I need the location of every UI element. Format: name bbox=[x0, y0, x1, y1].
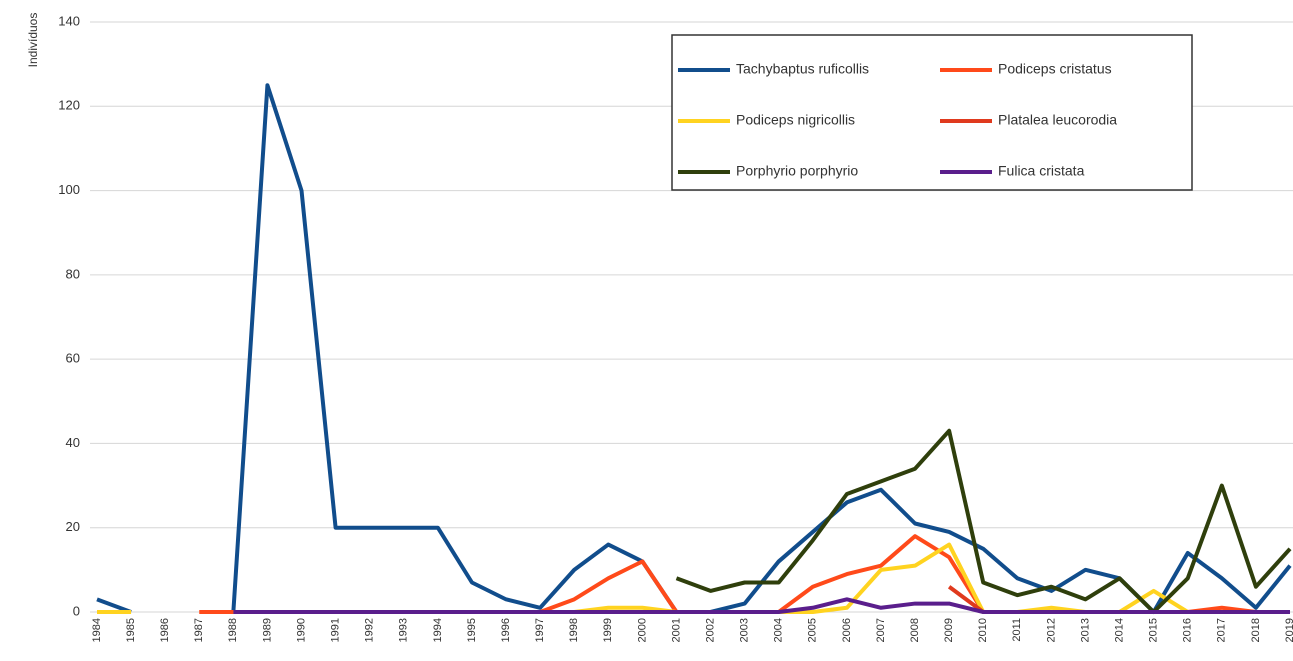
x-tick-label: 2010 bbox=[977, 618, 989, 642]
y-tick-label: 80 bbox=[66, 266, 80, 281]
x-tick-label: 1997 bbox=[534, 618, 546, 642]
x-tick-label: 2007 bbox=[875, 618, 887, 642]
legend-label: Porphyrio porphyrio bbox=[736, 163, 858, 179]
x-tick-label: 2005 bbox=[807, 618, 819, 642]
x-tick-label: 2013 bbox=[1079, 618, 1091, 642]
legend-label: Podiceps nigricollis bbox=[736, 112, 855, 128]
x-tick-label: 1991 bbox=[330, 618, 342, 642]
x-tick-label: 2011 bbox=[1011, 618, 1023, 642]
series-line bbox=[947, 585, 985, 614]
series-line bbox=[97, 542, 1290, 614]
x-tick-label: 1996 bbox=[500, 618, 512, 642]
legend-label: Fulica cristata bbox=[998, 163, 1085, 179]
x-tick-label: 1984 bbox=[91, 618, 103, 642]
x-tick-label: 2009 bbox=[943, 618, 955, 642]
x-tick-label: 1990 bbox=[295, 618, 307, 642]
x-tick-label: 2004 bbox=[773, 618, 785, 642]
x-tick-label: 1999 bbox=[602, 618, 614, 642]
y-tick-label: 60 bbox=[66, 351, 80, 366]
y-tick-label: 20 bbox=[66, 519, 80, 534]
x-tick-label: 2006 bbox=[841, 618, 853, 642]
x-tick-label: 2016 bbox=[1182, 618, 1194, 642]
x-tick-label: 2019 bbox=[1284, 618, 1293, 642]
x-tick-label: 2002 bbox=[704, 618, 716, 642]
x-tick-label: 2017 bbox=[1216, 618, 1228, 642]
x-tick-label: 2003 bbox=[739, 618, 751, 642]
x-tick-label: 1986 bbox=[159, 618, 171, 642]
x-tick-label: 1988 bbox=[227, 618, 239, 642]
x-tick-label: 2008 bbox=[909, 618, 921, 642]
legend-label: Podiceps cristatus bbox=[998, 61, 1112, 77]
series-line bbox=[675, 428, 1292, 614]
x-tick-label: 2000 bbox=[636, 618, 648, 642]
y-tick-label: 100 bbox=[58, 182, 80, 197]
x-tick-label: 1993 bbox=[398, 618, 410, 642]
x-tick-label: 2018 bbox=[1250, 618, 1262, 642]
x-tick-label: 1995 bbox=[466, 618, 478, 642]
legend-label: Tachybaptus ruficollis bbox=[736, 61, 869, 77]
y-tick-label: 120 bbox=[58, 98, 80, 113]
x-tick-label: 2001 bbox=[670, 618, 682, 642]
y-tick-label: 140 bbox=[58, 13, 80, 28]
x-tick-label: 1992 bbox=[364, 618, 376, 642]
x-tick-label: 1989 bbox=[261, 618, 273, 642]
y-tick-label: 40 bbox=[66, 435, 80, 450]
x-tick-label: 1994 bbox=[432, 618, 444, 642]
legend-label: Platalea leucorodia bbox=[998, 112, 1117, 128]
legend-box bbox=[671, 34, 1193, 191]
x-tick-label: 2014 bbox=[1113, 618, 1125, 642]
series-line bbox=[233, 597, 1290, 614]
x-tick-label: 1998 bbox=[568, 618, 580, 642]
x-tick-label: 2015 bbox=[1148, 618, 1160, 642]
y-axis-label: Indivíduos bbox=[26, 13, 40, 68]
x-tick-label: 1987 bbox=[193, 618, 205, 642]
x-tick-label: 2012 bbox=[1045, 618, 1057, 642]
y-tick-label: 0 bbox=[73, 603, 80, 618]
x-tick-label: 1985 bbox=[125, 618, 137, 642]
